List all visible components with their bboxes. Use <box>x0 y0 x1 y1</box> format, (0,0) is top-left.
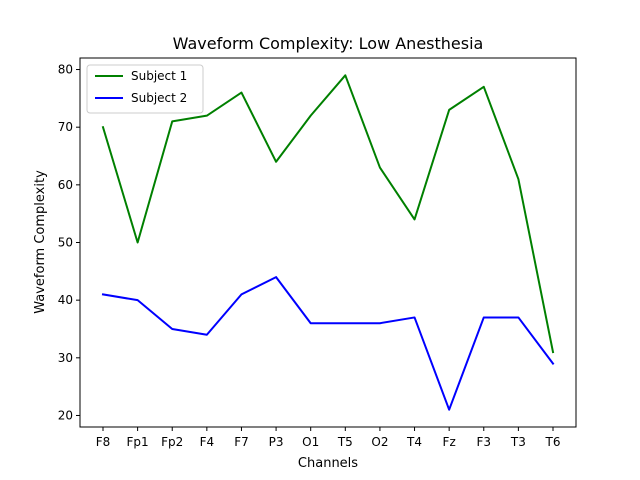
series-line-subject-1 <box>101 74 555 354</box>
x-tick-label: T3 <box>510 435 526 449</box>
x-tick-label: F4 <box>200 435 215 449</box>
legend-label-subject-2: Subject 2 <box>131 91 187 105</box>
y-axis-label: Waveform Complexity <box>33 170 48 314</box>
y-tick-label: 30 <box>58 351 73 365</box>
series-line-subject-2 <box>101 276 555 411</box>
x-tick-label: Fz <box>443 435 456 449</box>
x-tick-label: P3 <box>269 435 284 449</box>
x-axis-label: Channels <box>298 456 358 471</box>
y-tick-label: 80 <box>58 63 73 77</box>
y-tick-label: 20 <box>58 408 73 422</box>
x-tick-label: O1 <box>302 435 319 449</box>
chart-title: Waveform Complexity: Low Anesthesia <box>173 34 484 53</box>
legend: Subject 1 Subject 2 <box>86 64 204 114</box>
x-tick-label: Fp2 <box>161 435 183 449</box>
x-tick-label: F7 <box>234 435 249 449</box>
y-tick-label: 70 <box>58 120 73 134</box>
x-tick-label: F3 <box>476 435 491 449</box>
x-tick-label: T4 <box>406 435 422 449</box>
x-tick-label: O2 <box>371 435 388 449</box>
series-lines <box>101 74 555 411</box>
x-tick-label: T6 <box>545 435 561 449</box>
x-tick-label: Fp1 <box>127 435 149 449</box>
x-axis: F8 Fp1 Fp2 F4 F7 P3 O1 T5 O2 T4 Fz F3 T3 T6 <box>96 427 561 449</box>
y-axis: 20 30 40 50 60 70 80 <box>58 63 80 422</box>
y-tick-label: 40 <box>58 293 73 307</box>
y-tick-label: 60 <box>58 178 73 192</box>
y-tick-label: 50 <box>58 236 73 250</box>
x-tick-label: T5 <box>337 435 353 449</box>
x-tick-label: F8 <box>96 435 111 449</box>
legend-label-subject-1: Subject 1 <box>131 69 187 83</box>
